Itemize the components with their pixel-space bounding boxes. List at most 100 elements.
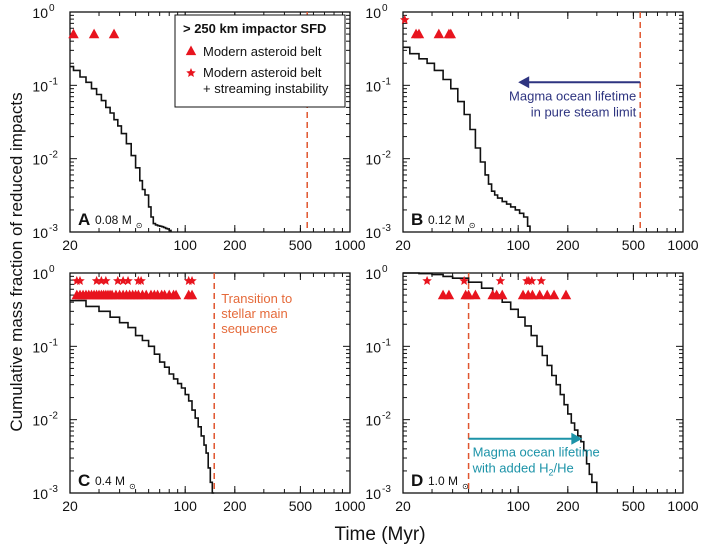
y-tick-label: 10	[32, 266, 48, 282]
legend-entry-label: Modern asteroid belt	[203, 65, 322, 80]
x-tick-label: 200	[223, 498, 247, 514]
y-tick-label: 10	[365, 78, 381, 94]
sun-symbol: ⊙	[136, 221, 143, 230]
panel-mass: 1.0 M	[428, 474, 458, 488]
triangle-marker	[541, 289, 553, 300]
star-marker	[118, 275, 128, 285]
x-tick-label: 500	[289, 237, 313, 253]
x-tick-label: 20	[395, 237, 411, 253]
y-axis-label: Cumulative mass fraction of reduced impa…	[7, 92, 26, 431]
y-tick-label: 10	[365, 152, 381, 168]
x-tick-label: 100	[174, 498, 198, 514]
triangle-marker	[433, 28, 445, 39]
cumulative-curve	[403, 272, 598, 493]
y-tick-label-exponent: 0	[382, 3, 388, 14]
arrow-label-subscript: 2	[548, 468, 553, 478]
cumulative-curve	[403, 46, 531, 232]
x-tick-label: 200	[556, 498, 580, 514]
star-marker	[123, 275, 133, 285]
x-axis-label: Time (Myr)	[334, 524, 425, 545]
transition-label: sequence	[221, 321, 277, 336]
triangle-marker	[186, 289, 198, 300]
y-tick-label: 10	[32, 413, 48, 429]
x-tick-label: 100	[174, 237, 198, 253]
axes-frame	[402, 272, 684, 494]
arrow-label-text: /He	[553, 461, 573, 476]
sun-symbol: ⊙	[469, 221, 476, 230]
y-tick-label: 10	[32, 486, 48, 502]
x-tick-label: 20	[395, 498, 411, 514]
panel-letter: C	[78, 471, 90, 490]
triangle-marker	[68, 28, 79, 39]
panel-mass: 0.08 M	[95, 213, 132, 227]
triangle-marker	[496, 289, 508, 300]
y-tick-label: 10	[365, 486, 381, 502]
x-tick-label: 200	[556, 237, 580, 253]
panel-letter: B	[411, 210, 423, 229]
star-marker	[113, 275, 123, 285]
triangle-marker	[527, 289, 538, 300]
star-marker	[187, 275, 197, 285]
y-tick-label: 10	[365, 339, 381, 355]
y-tick-label-exponent: -2	[49, 150, 58, 161]
legend-star-icon	[186, 68, 196, 78]
transition-label: Transition to	[221, 291, 292, 306]
panel-mass: 0.4 M	[95, 474, 125, 488]
sun-symbol: ⊙	[462, 482, 469, 491]
triangle-marker	[88, 28, 100, 39]
panel-mass: 0.12 M	[428, 213, 465, 227]
y-tick-label-exponent: -3	[382, 223, 391, 234]
y-tick-label-exponent: 0	[382, 264, 388, 275]
x-tick-label: 500	[622, 498, 646, 514]
x-tick-label: 100	[507, 237, 531, 253]
y-tick-label-exponent: -2	[382, 150, 391, 161]
x-tick-label: 1000	[667, 237, 698, 253]
y-tick-label-exponent: -1	[382, 76, 391, 87]
y-tick-label: 10	[32, 5, 48, 21]
y-tick-label-exponent: -3	[49, 484, 58, 495]
star-marker	[136, 275, 146, 285]
x-tick-label: 500	[622, 237, 646, 253]
triangle-marker	[463, 289, 474, 300]
arrow-label-line1: Magma ocean lifetime	[473, 445, 600, 460]
star-marker	[527, 275, 537, 285]
x-tick-label: 1000	[667, 498, 698, 514]
y-tick-label-exponent: -1	[49, 337, 58, 348]
panel-letter: D	[411, 471, 423, 490]
triangle-marker	[443, 289, 455, 300]
triangle-marker	[548, 289, 560, 300]
arrow-label-line1: Magma ocean lifetime	[509, 88, 636, 103]
arrow-label-text: with added H	[472, 461, 549, 476]
cumulative-curve	[70, 299, 215, 494]
y-tick-label-exponent: -3	[49, 223, 58, 234]
y-tick-label: 10	[32, 152, 48, 168]
arrow-label-line2: in pure steam limit	[531, 104, 637, 119]
legend-title: > 250 km impactor SFD	[183, 21, 326, 36]
y-tick-label-exponent: 0	[49, 264, 55, 275]
y-tick-label: 10	[365, 5, 381, 21]
y-tick-label: 10	[365, 266, 381, 282]
y-tick-label: 10	[365, 225, 381, 241]
y-tick-label: 10	[32, 339, 48, 355]
panel-letter: A	[78, 210, 90, 229]
axes-frame	[402, 11, 684, 233]
legend-entry-label: + streaming instability	[203, 81, 329, 96]
cumulative-curve	[70, 65, 172, 232]
arrow-head-icon	[571, 432, 583, 445]
y-tick-label-exponent: -2	[49, 411, 58, 422]
axes-frame	[69, 11, 351, 233]
y-tick-label: 10	[365, 413, 381, 429]
legend-entry-label: Modern asteroid belt	[203, 44, 322, 59]
star-marker	[101, 275, 111, 285]
triangle-marker	[170, 289, 182, 300]
triangle-marker	[534, 289, 545, 300]
y-tick-label-exponent: 0	[49, 3, 55, 14]
y-tick-label-exponent: -1	[382, 337, 391, 348]
axes-frame	[69, 272, 351, 494]
arrow-label-line2: with added H2/He	[472, 461, 574, 478]
